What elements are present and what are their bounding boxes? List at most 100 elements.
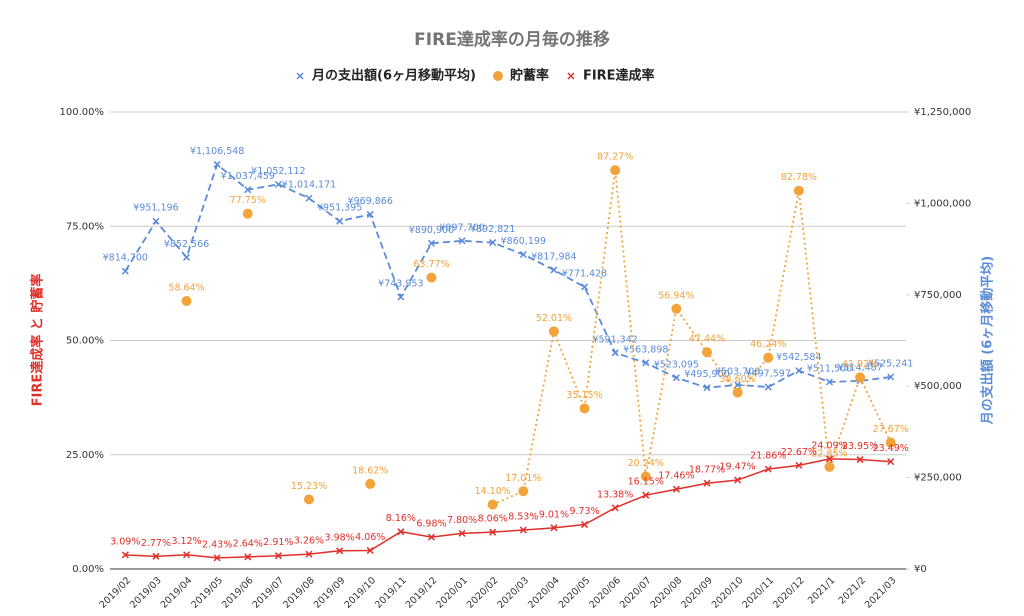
data-label: ¥852,566 bbox=[164, 239, 209, 250]
point bbox=[492, 71, 503, 81]
data-label: 46.24% bbox=[750, 339, 786, 350]
point bbox=[550, 266, 558, 274]
data-label: 8.16% bbox=[386, 513, 416, 524]
point bbox=[671, 303, 682, 314]
data-label: 8.53% bbox=[508, 512, 538, 523]
data-label: 63.77% bbox=[413, 259, 449, 270]
point bbox=[181, 296, 192, 307]
point bbox=[489, 239, 497, 247]
data-label: ¥890,900 bbox=[409, 225, 454, 236]
data-label: ¥495,900 bbox=[684, 369, 729, 380]
data-label: 3.98% bbox=[325, 532, 355, 543]
x-tick-label: 2020/02 bbox=[465, 575, 501, 611]
point bbox=[427, 239, 435, 247]
x-tick-label: 2021/1 bbox=[806, 575, 837, 606]
point bbox=[397, 293, 405, 301]
point bbox=[611, 504, 619, 512]
data-label: ¥525,241 bbox=[868, 358, 913, 369]
point bbox=[734, 381, 742, 389]
point bbox=[152, 552, 160, 560]
point bbox=[426, 272, 437, 283]
data-label: 23.49% bbox=[873, 443, 909, 454]
point bbox=[274, 180, 282, 188]
data-label: ¥951,395 bbox=[317, 203, 362, 214]
data-label: 56.94% bbox=[658, 290, 694, 301]
point bbox=[183, 253, 191, 261]
data-label: 22.67% bbox=[781, 447, 817, 458]
point bbox=[427, 533, 435, 541]
data-label: 7.80% bbox=[447, 515, 477, 526]
point bbox=[548, 326, 559, 337]
x-tick-label: 2020/12 bbox=[771, 575, 807, 611]
x-tick-label: 2019/11 bbox=[373, 575, 409, 611]
data-label: 14.10% bbox=[475, 486, 511, 497]
y2-tick-label: ¥750,000 bbox=[914, 290, 962, 301]
point bbox=[183, 551, 191, 559]
x-tick-label: 2020/11 bbox=[740, 575, 776, 611]
y2-tick-label: ¥500,000 bbox=[914, 381, 962, 392]
data-label: 19.47% bbox=[719, 462, 755, 473]
x-tick-label: 2019/02 bbox=[98, 575, 134, 611]
data-label: ¥1,037,459 bbox=[221, 171, 275, 182]
data-label: 58.64% bbox=[168, 283, 204, 294]
x-tick-label: 2020/09 bbox=[679, 575, 715, 611]
point bbox=[824, 461, 835, 472]
y-axis-title: FIRE達成率 と 貯蓄率 bbox=[30, 274, 46, 407]
point bbox=[732, 387, 743, 398]
y-tick-label: 75.00% bbox=[66, 221, 104, 232]
y2-tick-label: ¥1,250,000 bbox=[914, 107, 971, 118]
data-label: 3.12% bbox=[171, 536, 201, 547]
point bbox=[518, 486, 529, 497]
data-label: 16.15% bbox=[628, 477, 664, 488]
data-label: 27.67% bbox=[873, 424, 909, 435]
x-tick-label: 2020/08 bbox=[649, 575, 685, 611]
data-label: ¥969,866 bbox=[348, 196, 393, 207]
data-label: 13.38% bbox=[597, 489, 633, 500]
y2-tick-label: ¥250,000 bbox=[914, 473, 962, 484]
point bbox=[121, 267, 129, 275]
data-label: 9.01% bbox=[539, 509, 569, 520]
y-tick-label: 100.00% bbox=[60, 107, 105, 118]
x-tick-label: 2019/06 bbox=[220, 575, 256, 611]
data-label: ¥503,700 bbox=[715, 366, 760, 377]
x-tick-label: 2021/03 bbox=[863, 575, 899, 611]
point bbox=[703, 479, 711, 487]
point bbox=[763, 352, 774, 363]
x-tick-label: 2019/09 bbox=[312, 575, 348, 611]
x-tick-label: 2019/10 bbox=[342, 575, 378, 611]
data-label: 18.62% bbox=[352, 465, 388, 476]
point bbox=[336, 547, 344, 555]
data-label: ¥1,014,171 bbox=[282, 180, 336, 191]
data-label: ¥523,095 bbox=[654, 359, 699, 370]
point bbox=[887, 458, 895, 466]
data-label: 87.27% bbox=[597, 152, 633, 163]
data-label: 21.86% bbox=[750, 451, 786, 462]
chart-title: FIRE達成率の月毎の推移 bbox=[414, 29, 610, 50]
point bbox=[856, 456, 864, 464]
data-label: 2.43% bbox=[202, 539, 232, 550]
x-tick-label: 2020/04 bbox=[526, 575, 562, 611]
x-tick-label: 2020/06 bbox=[587, 575, 623, 611]
data-label: 4.06% bbox=[355, 532, 385, 543]
point bbox=[366, 546, 374, 554]
point bbox=[304, 494, 314, 505]
data-label: 20.24% bbox=[628, 458, 664, 469]
x-tick-label: 2019/08 bbox=[281, 575, 317, 611]
data-label: 3.26% bbox=[294, 536, 324, 547]
x-tick-label: 2020/05 bbox=[557, 575, 593, 611]
x-tick-label: 2019/05 bbox=[189, 575, 225, 611]
point bbox=[567, 72, 575, 80]
data-label: ¥860,199 bbox=[501, 236, 546, 247]
y-tick-label: 0.00% bbox=[72, 564, 104, 575]
y2-tick-label: ¥0 bbox=[914, 564, 927, 575]
data-label: 9.73% bbox=[569, 506, 599, 517]
data-label: 2.77% bbox=[141, 538, 171, 549]
legend-label: 月の支出額(6ヶ月移動平均) bbox=[311, 68, 476, 84]
point bbox=[703, 384, 711, 392]
point bbox=[274, 552, 282, 560]
point bbox=[825, 378, 833, 386]
point bbox=[366, 210, 374, 218]
series-line bbox=[124, 162, 891, 389]
point bbox=[640, 471, 651, 482]
